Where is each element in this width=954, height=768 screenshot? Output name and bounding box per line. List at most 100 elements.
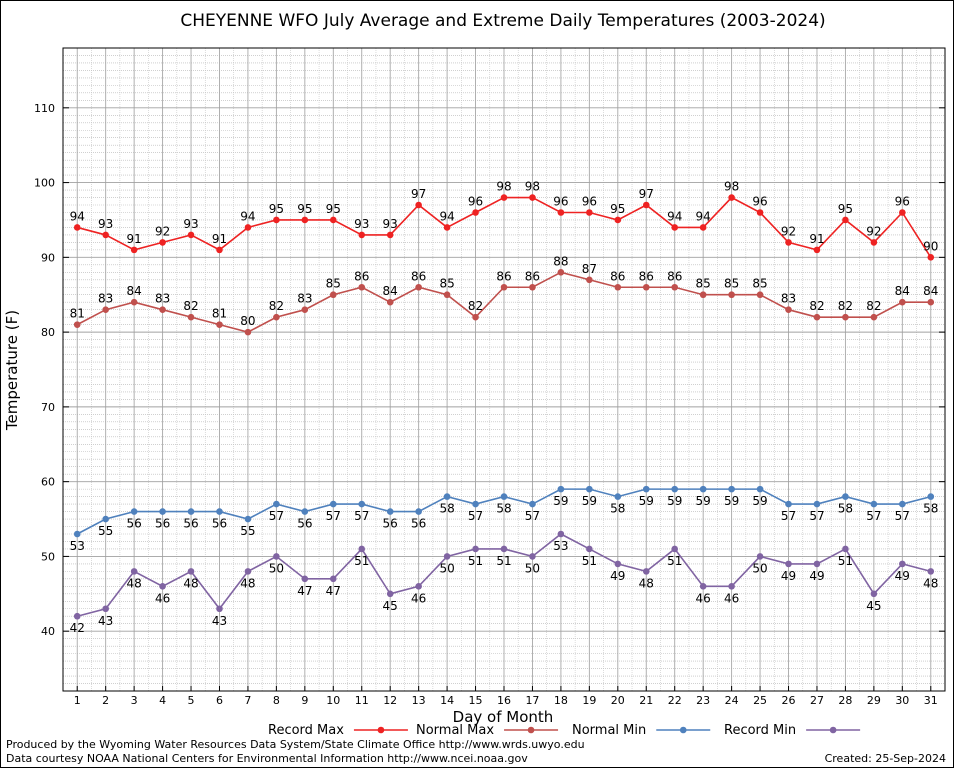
record-min-data-label: 51 <box>468 554 483 568</box>
normal-min-point <box>187 508 195 515</box>
normal-max-point <box>102 306 109 313</box>
record-min-point <box>358 545 366 553</box>
normal-max-point <box>73 321 81 328</box>
record-min-point <box>102 605 109 613</box>
normal-min-point <box>756 485 764 493</box>
y-tick-label: 80 <box>41 326 55 339</box>
normal-max-point <box>472 313 479 321</box>
normal-max-data-label: 85 <box>696 277 711 291</box>
record-max-point <box>358 231 366 239</box>
normal-max-data-label: 85 <box>326 277 341 291</box>
x-tick-label: 14 <box>440 694 454 707</box>
record-min-data-label: 51 <box>496 554 511 568</box>
record-max-series: 94 93 91 92 93 91 94 95 95 95 93 93 97 94 96 98 98 96 96 95… <box>70 180 938 261</box>
record-max-data-label: 96 <box>553 194 568 208</box>
normal-min-data-label: 58 <box>610 502 625 516</box>
record-max-point <box>756 209 764 216</box>
y-axis-label: Temperature (F) <box>3 310 21 431</box>
x-tick-label: 13 <box>412 694 426 707</box>
normal-min-data-label: 53 <box>70 539 85 553</box>
record-min-point <box>443 553 451 560</box>
y-tick-label: 70 <box>41 401 55 414</box>
y-tick-label: 110 <box>34 102 55 115</box>
x-tick-label: 18 <box>554 694 568 707</box>
record-max-point <box>130 246 138 254</box>
normal-max-data-label: 83 <box>155 292 170 306</box>
record-max-point <box>187 231 195 239</box>
record-max-data-label: 95 <box>269 202 284 216</box>
record-max-point <box>899 209 906 216</box>
normal-min-data-label: 56 <box>126 517 141 531</box>
record-min-data-label: 49 <box>781 569 796 583</box>
x-tick-label: 25 <box>753 694 767 707</box>
record-max-point <box>529 194 536 201</box>
normal-min-point <box>273 500 280 508</box>
normal-max-point <box>529 283 536 291</box>
footer-data-courtesy: Data courtesy NOAA National Centers for … <box>6 752 528 765</box>
normal-max-data-label: 81 <box>70 307 85 321</box>
normal-min-data-label: 57 <box>468 509 483 523</box>
normal-min-data-label: 57 <box>525 509 540 523</box>
legend-marker <box>679 726 687 734</box>
record-min-data-label: 46 <box>155 591 170 605</box>
normal-min-point <box>415 508 422 515</box>
normal-min-point <box>500 493 508 500</box>
record-min-data-label: 49 <box>809 569 824 583</box>
record-max-data-label: 96 <box>468 194 483 208</box>
normal-max-point <box>813 313 821 321</box>
normal-max-data-label: 85 <box>752 277 767 291</box>
record-max-data-label: 93 <box>383 217 398 231</box>
legend-item-normal-max: Normal Max <box>416 723 559 738</box>
normal-max-point <box>301 306 309 313</box>
x-tick-label: 15 <box>469 694 483 707</box>
normal-min-data-label: 59 <box>553 494 568 508</box>
record-min-data-label: 48 <box>126 576 141 590</box>
normal-min-data-label: 59 <box>752 494 767 508</box>
record-max-point <box>614 216 622 224</box>
record-min-point <box>870 590 878 598</box>
normal-max-point <box>842 313 849 321</box>
x-tick-label: 20 <box>611 694 625 707</box>
record-max-data-label: 91 <box>212 232 227 246</box>
record-min-point <box>130 568 138 575</box>
record-max-point <box>557 209 565 216</box>
record-min-point <box>187 568 195 575</box>
x-tick-label: 8 <box>273 694 280 707</box>
record-min-data-label: 45 <box>383 599 398 613</box>
record-min-data-label: 50 <box>525 561 540 575</box>
footer-created-date: Created: 25-Sep-2024 <box>824 752 946 765</box>
record-max-data-label: 93 <box>183 217 198 231</box>
normal-max-data-label: 85 <box>439 277 454 291</box>
record-min-point <box>671 545 679 553</box>
normal-min-point <box>899 500 906 508</box>
normal-max-data-label: 82 <box>838 299 853 313</box>
record-max-data-label: 98 <box>496 180 511 194</box>
record-max-point <box>642 201 650 209</box>
normal-min-point <box>728 485 735 493</box>
record-min-point <box>500 545 508 553</box>
normal-min-point <box>216 508 223 515</box>
record-max-point <box>216 246 223 254</box>
normal-max-data-label: 82 <box>269 299 284 313</box>
record-max-data-label: 94 <box>696 209 711 223</box>
normal-min-point <box>358 500 366 508</box>
record-min-point <box>557 530 565 538</box>
record-max-data-label: 92 <box>866 224 881 238</box>
normal-min-data-label: 57 <box>781 509 796 523</box>
record-min-point <box>386 590 394 598</box>
y-tick-label: 40 <box>41 625 55 638</box>
normal-max-point <box>699 291 707 299</box>
series-layer: 94 93 91 92 93 91 94 95 95 95 93 93 97 94 96 98 98 96 96 95… <box>70 180 939 636</box>
record-min-point <box>415 583 422 590</box>
normal-max-point <box>130 298 138 306</box>
record-min-point <box>899 560 906 568</box>
normal-min-data-label: 57 <box>326 509 341 523</box>
normal-max-data-label: 85 <box>724 277 739 291</box>
x-tick-label: 4 <box>159 694 166 707</box>
normal-min-data-label: 59 <box>667 494 682 508</box>
x-tick-label: 1 <box>74 694 81 707</box>
normal-max-data-label: 86 <box>411 269 426 283</box>
normal-max-point <box>415 283 422 291</box>
record-min-data-label: 48 <box>923 576 938 590</box>
